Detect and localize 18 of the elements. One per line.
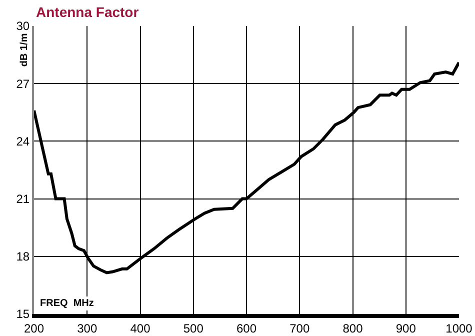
y-tick-label: 15	[16, 307, 30, 322]
x-tick-label: 500	[183, 321, 204, 336]
x-tick-label: 200	[24, 321, 44, 336]
x-tick-label: 1000	[446, 321, 473, 336]
x-tick-label: 900	[396, 321, 416, 336]
y-tick-label: 27	[16, 76, 30, 91]
y-tick-label: 24	[16, 134, 30, 148]
y-tick-label: 18	[16, 250, 30, 264]
x-tick-label: 800	[342, 321, 364, 336]
y-axis-title: dB 1/m	[19, 33, 30, 67]
y-tick-label: 21	[16, 192, 30, 206]
x-tick-label: 400	[130, 321, 151, 336]
y-tick-label: 30	[16, 19, 30, 34]
chart-title: Antenna Factor	[36, 4, 140, 20]
x-axis-title: FREQ MHz	[40, 298, 94, 309]
x-tick-label: 700	[290, 321, 310, 336]
x-tick-label: 300	[77, 321, 98, 336]
x-tick-label: 600	[236, 321, 257, 336]
